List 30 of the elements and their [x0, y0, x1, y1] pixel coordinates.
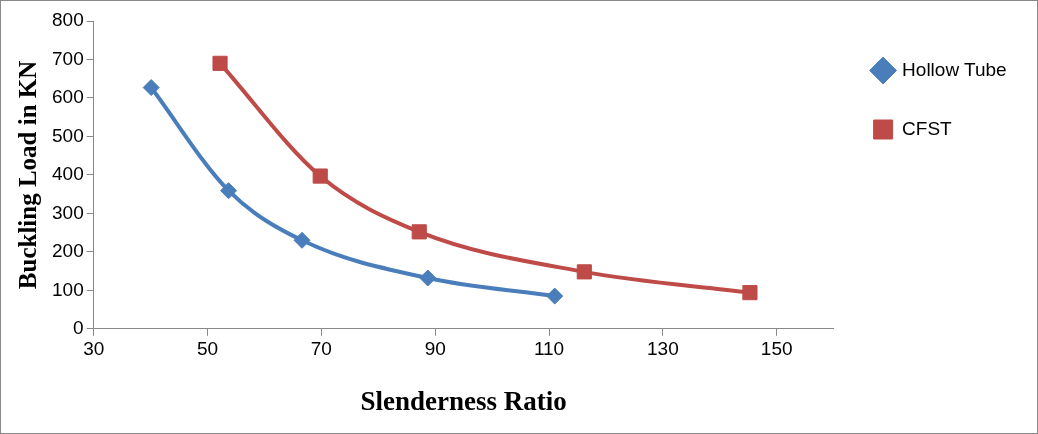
legend-label: Hollow Tube	[902, 58, 1007, 80]
point	[546, 287, 564, 305]
y-tick-label: 400	[52, 163, 84, 185]
point	[742, 285, 758, 301]
x-tick-label: 90	[424, 338, 446, 360]
y-tick-label: 0	[73, 317, 84, 339]
y-tick-label: 600	[52, 86, 84, 108]
y-tick-label: 800	[52, 9, 84, 31]
point	[411, 224, 427, 240]
y-axis-title: Buckling Load in KN	[14, 60, 42, 290]
y-tick-label: 700	[52, 47, 84, 69]
point	[312, 168, 328, 184]
point	[419, 269, 437, 287]
x-tick-label: 30	[83, 338, 105, 360]
y-tick-label: 100	[52, 278, 84, 300]
point	[293, 231, 311, 249]
point	[220, 182, 238, 200]
x-tick-label: 50	[196, 338, 219, 360]
legend-label: CFST	[902, 117, 953, 139]
point	[212, 55, 228, 71]
x-axis-title: Slenderness Ratio	[360, 385, 567, 416]
x-tick-label: 150	[760, 338, 793, 360]
x-tick-label: 110	[533, 338, 565, 360]
y-tick-label: 300	[52, 201, 84, 223]
y-tick-label: 200	[52, 240, 84, 262]
point	[576, 264, 592, 280]
x-tick-label: 70	[310, 338, 332, 360]
point	[142, 79, 160, 97]
x-tick-label: 130	[647, 338, 679, 360]
y-tick-label: 500	[52, 124, 84, 146]
